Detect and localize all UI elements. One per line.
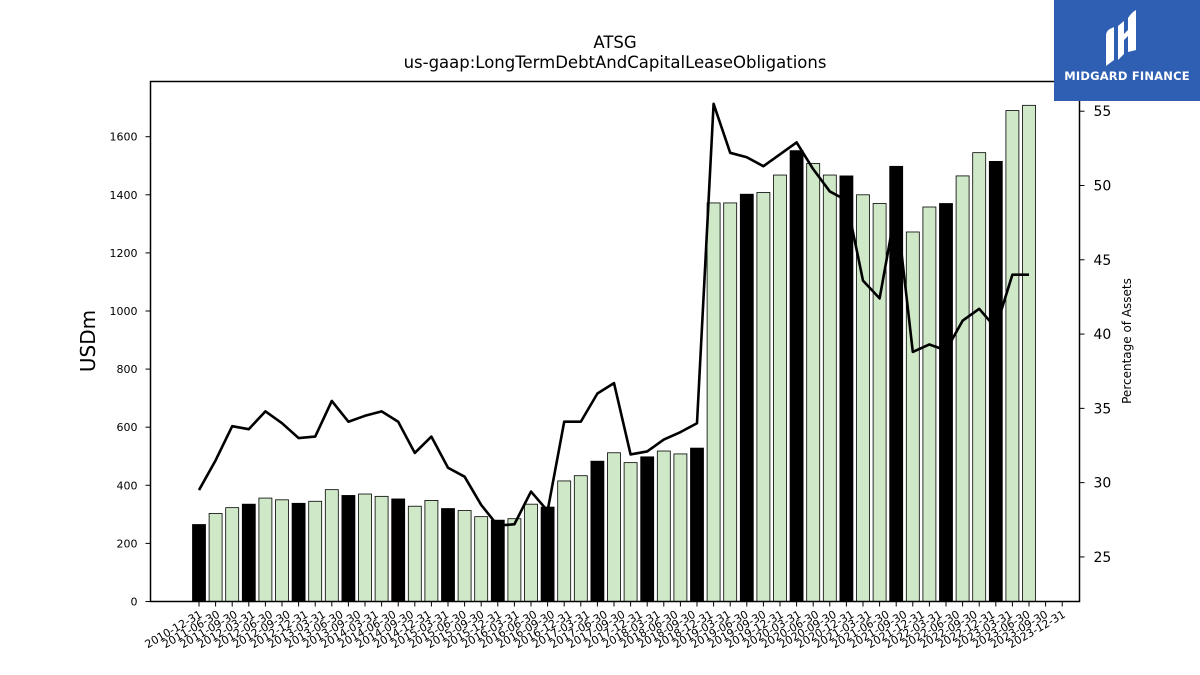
bar: [291, 502, 306, 602]
bar: [457, 510, 472, 602]
chart-subtitle: us-gaap:LongTermDebtAndCapitalLeaseOblig…: [404, 53, 827, 72]
bar: [972, 152, 987, 602]
plot-frame: [149, 80, 1081, 603]
bar: [1022, 104, 1036, 602]
bar: [374, 495, 389, 602]
y-tick-label: 1400: [110, 189, 138, 202]
bar: [955, 175, 970, 602]
y-tick-label: 1600: [110, 131, 138, 144]
bar: [507, 518, 522, 602]
y-tick-label: 0: [131, 596, 138, 609]
bar: [939, 203, 953, 602]
bar: [839, 175, 854, 602]
bar: [922, 206, 937, 602]
bar: [358, 493, 372, 602]
bar: [640, 456, 655, 602]
bar: [806, 163, 821, 602]
y-tick-label: 400: [117, 479, 138, 492]
chart-title: ATSG: [593, 33, 636, 52]
y2-tick-label: 45: [1094, 253, 1112, 269]
bar: [756, 192, 771, 602]
brand-logo: MIDGARD FINANCE: [1054, 0, 1200, 101]
bar: [407, 505, 422, 602]
y2-tick-label: 35: [1094, 401, 1112, 417]
bar: [341, 495, 356, 602]
y2-axis: 25 30 35 40 45 50 55: [1079, 104, 1112, 566]
bar: [540, 506, 555, 602]
y2-tick-label: 55: [1094, 104, 1112, 120]
bar: [490, 519, 505, 602]
bar: [324, 489, 339, 602]
bar: [275, 499, 289, 602]
y-tick-label: 800: [117, 363, 138, 376]
bar: [656, 450, 671, 602]
y2-tick-label: 25: [1094, 550, 1112, 566]
y2-axis-label: Percentage of Assets: [1120, 278, 1134, 404]
bar: [988, 160, 1003, 602]
y2-tick-label: 50: [1094, 179, 1112, 195]
bar: [822, 174, 837, 602]
bar: [225, 507, 240, 602]
y-tick-label: 600: [117, 421, 138, 434]
y-tick-label: 1000: [110, 305, 138, 318]
bar: [474, 516, 489, 602]
bar: [208, 513, 223, 602]
bar: [723, 202, 738, 602]
bar: [192, 524, 206, 602]
ratio-line: [197, 102, 1029, 528]
bar: [524, 503, 538, 602]
bar: [424, 500, 439, 602]
bar: [241, 503, 256, 602]
bar: [1005, 110, 1020, 602]
bar: [607, 452, 621, 602]
bar: [391, 498, 406, 602]
bar: [308, 500, 323, 602]
bar: [573, 475, 588, 602]
bar: [773, 174, 787, 602]
bar: [441, 508, 455, 602]
y-tick-label: 200: [117, 537, 138, 550]
bar: [557, 480, 572, 602]
y2-tick-label: 40: [1094, 327, 1112, 343]
bar: [872, 203, 887, 602]
bar: [673, 453, 688, 602]
y2-tick-label: 30: [1094, 476, 1112, 492]
y-tick-label: 1200: [110, 247, 138, 260]
logo-icon: [1106, 10, 1136, 66]
y-axis-label: USDm: [76, 310, 100, 372]
bar: [739, 193, 754, 602]
bar: [706, 202, 721, 602]
bar: [789, 150, 804, 602]
bar-group: [192, 104, 1036, 602]
x-axis: 2010-12-312011-06-302011-09-302012-03-31…: [143, 601, 1068, 651]
y-axis: 0 200 400 600 800 1000 1200 1400 1600: [110, 131, 151, 609]
bar: [905, 231, 920, 602]
bar: [623, 462, 638, 602]
bar: [590, 460, 605, 602]
bar: [258, 497, 273, 602]
bar: [690, 447, 704, 602]
brand-name: MIDGARD FINANCE: [1064, 69, 1190, 83]
ratio-line-group: [197, 102, 1029, 528]
